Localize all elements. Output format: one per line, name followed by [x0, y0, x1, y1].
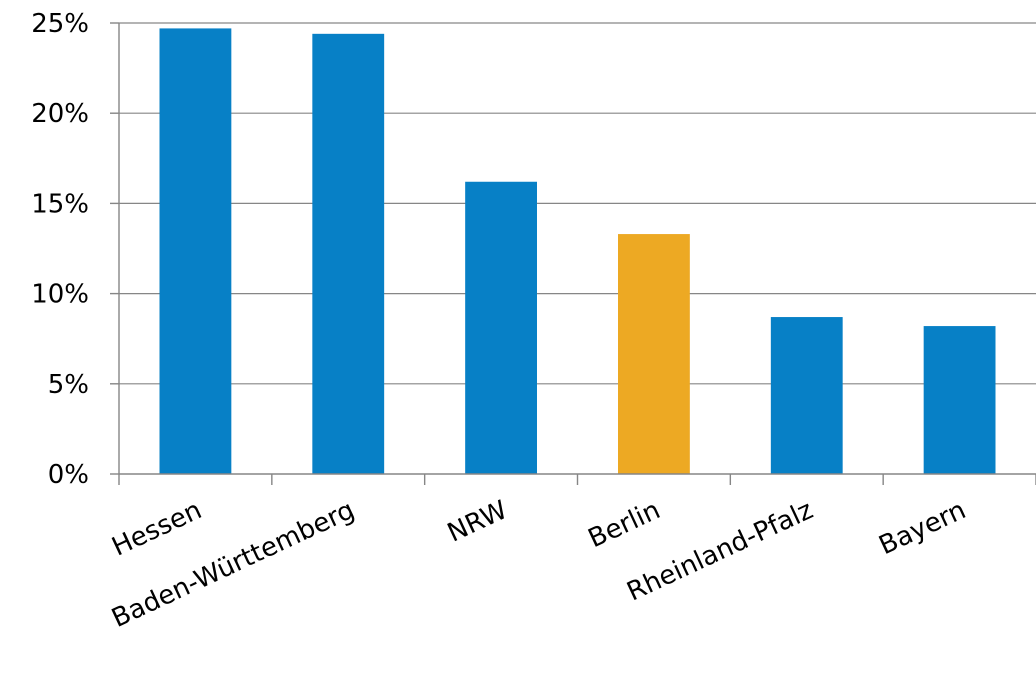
x-category-label: Bayern [875, 495, 971, 561]
gridlines [119, 22, 1036, 385]
y-tick-label: 20% [31, 99, 89, 129]
y-tick-label: 10% [31, 280, 89, 310]
x-category-label: Hessen [107, 495, 206, 562]
bar-hessen [159, 28, 232, 475]
axes [110, 22, 1036, 485]
y-tick-labels: 0% 5% 10% 15% 20% 25% [31, 9, 89, 490]
bars [159, 28, 996, 475]
y-tick-label: 25% [31, 9, 89, 39]
bar-rheinland-pfalz [770, 317, 843, 474]
x-category-label: Berlin [584, 495, 665, 554]
bar-bayern [923, 326, 996, 474]
bar-nrw [465, 181, 537, 474]
bar-baden-w-rttemberg [312, 33, 385, 474]
y-tick-label: 15% [31, 189, 89, 219]
x-category-label: Baden-Württemberg [107, 495, 359, 634]
y-tick-label: 5% [48, 370, 89, 400]
x-category-label: NRW [443, 495, 512, 548]
bar-berlin [618, 234, 690, 474]
y-tick-label: 0% [48, 460, 89, 490]
